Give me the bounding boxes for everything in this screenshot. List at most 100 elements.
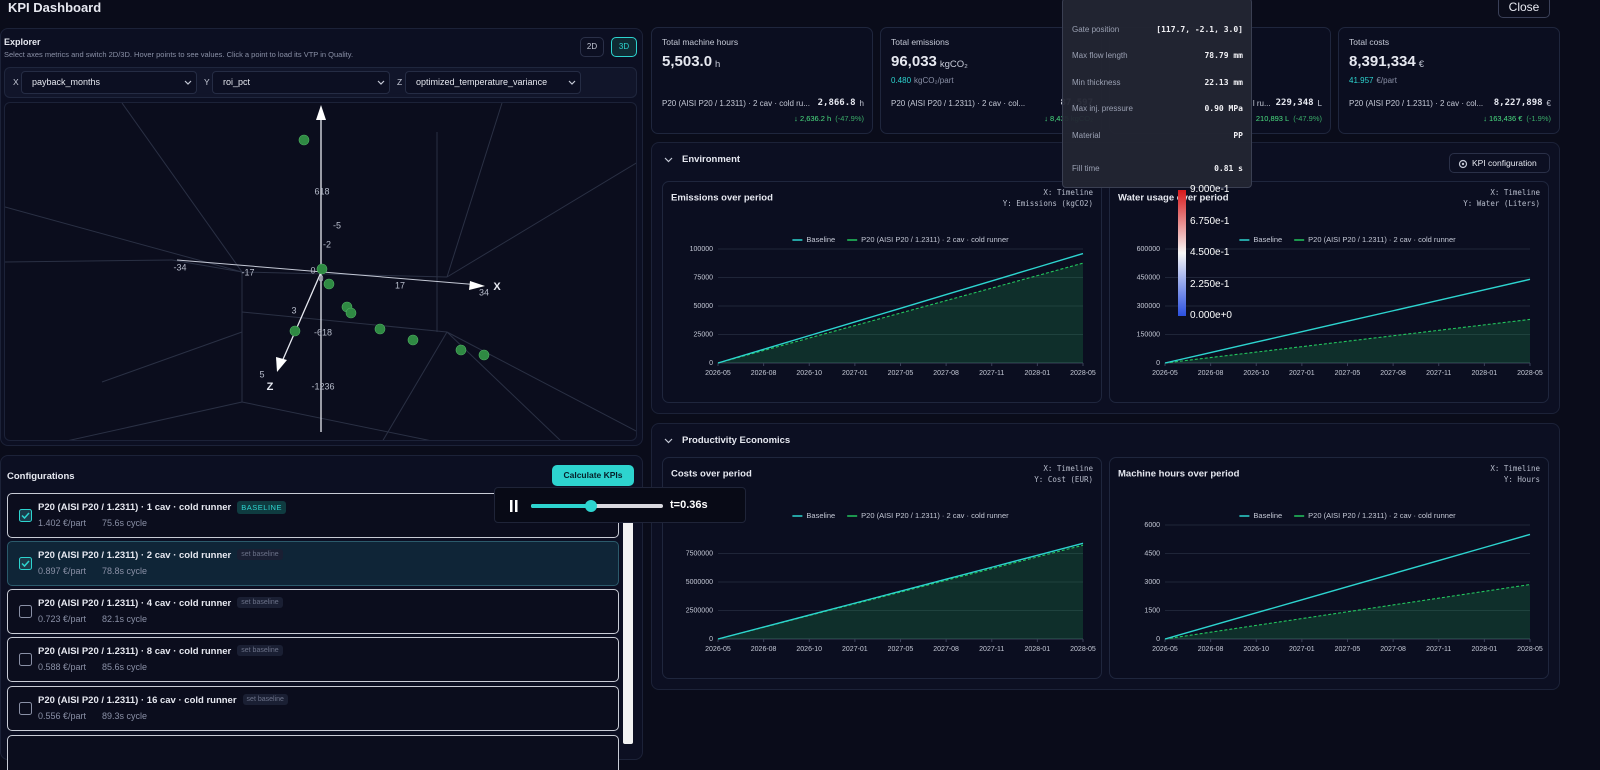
axis-select[interactable]: optimized_temperature_variance	[405, 71, 581, 94]
series-line	[1164, 533, 1531, 640]
config-item[interactable]: P20 (AISI P20 / 1.2311) · 8 cav · cold r…	[7, 637, 619, 682]
chart-x-note: X: Timeline	[1043, 464, 1093, 473]
data-point[interactable]	[298, 134, 310, 146]
playback-time: t=0.36s	[670, 499, 708, 511]
axis-select[interactable]: payback_months	[21, 71, 197, 94]
wireframe-line	[241, 311, 448, 333]
series-line	[1164, 583, 1531, 640]
x-tick-label: 2026-08	[751, 646, 777, 653]
pause-bar[interactable]	[510, 500, 513, 512]
x-tick-label: 2026-10	[796, 646, 822, 653]
explorer-panel: Explorer Select axes metrics and switch 2…	[0, 28, 643, 446]
checkbox-box[interactable]	[19, 557, 32, 570]
checkbox-box[interactable]	[19, 653, 32, 666]
page-title: KPI Dashboard	[8, 0, 102, 15]
legend: Baseline P20 (AISI P20 / 1.2311) · 2 cav …	[792, 235, 1009, 244]
wireframe-line	[280, 269, 323, 365]
mode-button[interactable]: 2D	[580, 37, 604, 57]
config-badge[interactable]: set baseline	[237, 645, 283, 656]
wireframe-line	[121, 103, 243, 273]
axis-tick-label: 3	[291, 305, 296, 315]
x-tick-label: 2026-10	[1243, 370, 1269, 377]
x-tick-label: 2028-01	[1025, 370, 1051, 377]
wireframe-line	[241, 271, 448, 278]
data-point[interactable]	[323, 278, 335, 290]
axis-select-value: optimized_temperature_variance	[416, 77, 548, 87]
config-badge[interactable]: set baseline	[242, 694, 288, 705]
kpi-card: Total machine hours 5,503.0 h h 2,866.8 P20 (…	[651, 27, 873, 134]
axis-label: X	[13, 77, 19, 87]
kpi-config-button[interactable]: KPI configuration	[1449, 153, 1550, 173]
config-price: 1.402 €/part	[38, 518, 87, 528]
kpi-delta-row: (-47.9%) 210,893 L	[1120, 114, 1322, 126]
y-tick-label: 6000	[1144, 522, 1160, 529]
data-point[interactable]	[407, 334, 419, 346]
y-tick-label: 25000	[694, 331, 714, 338]
config-item[interactable]: P20 (AISI P20 / 1.2311) · 16 cav · cold …	[7, 686, 619, 731]
x-tick-label: 2027-05	[888, 646, 914, 653]
config-badge[interactable]: set baseline	[237, 549, 283, 560]
config-item[interactable]: P20 (AISI P20 / 1.2311) · 2 cav · cold r…	[7, 541, 619, 586]
slider-thumb[interactable]	[585, 500, 597, 512]
checkbox-box[interactable]	[19, 509, 32, 522]
axis-select[interactable]: roi_pct	[212, 71, 390, 94]
data-point[interactable]	[478, 349, 490, 361]
hover-tooltip: Gate position [117.7, -2.1, 3.0] Max flow …	[1062, 0, 1252, 188]
y-tick-label: 50000	[694, 303, 714, 310]
explorer-hint: Select axes metrics and switch 2D/3D. Ho…	[4, 50, 354, 59]
x-tick-label: 2028-05	[1070, 370, 1096, 377]
tooltip-label: Max inj. pressure	[1072, 104, 1133, 113]
checkbox	[19, 605, 32, 618]
slider-fill	[531, 504, 591, 508]
section-title: Environment	[682, 154, 741, 165]
data-point[interactable]	[345, 307, 357, 319]
close-button[interactable]: Close	[1498, 0, 1550, 18]
kpi-card: Total costs 8,391,334 €41.957 €/part €8,227,…	[1338, 27, 1560, 134]
checkbox-box[interactable]	[19, 605, 32, 618]
series-line	[717, 542, 1084, 640]
data-point[interactable]	[455, 344, 467, 356]
kpi-delta-row: (-47.9%) ↓ 2,636.2 h	[662, 114, 864, 126]
data-point[interactable]	[374, 323, 386, 335]
pause-bar[interactable]	[515, 500, 518, 512]
mode-button[interactable]: 3D	[611, 37, 637, 57]
gear-icon	[1458, 159, 1468, 169]
x-tick-label: 2028-01	[1472, 370, 1498, 377]
config-item[interactable]: P20 (AISI P20 / 1.2311) · 4 cav · cold r…	[7, 589, 619, 634]
checkbox-box[interactable]	[19, 702, 32, 715]
chart: Water usage over period X: Timeline Y: Wat…	[1118, 188, 1543, 377]
tooltip-value: 0.90 MPa	[1204, 104, 1243, 113]
legend-label: Baseline	[1253, 511, 1282, 520]
axis-tick-label: 0	[310, 265, 315, 275]
chevron	[377, 80, 385, 85]
wireframe-line	[5, 259, 173, 263]
config-badge[interactable]: set baseline	[237, 597, 283, 608]
y-tick-label: 0	[709, 360, 713, 367]
wireframe-line	[5, 206, 243, 273]
chart-card: Water usage over period X: Timeline Y: Wat…	[1109, 181, 1549, 403]
wireframe-line	[176, 259, 481, 286]
wireframe-line	[446, 331, 636, 432]
kpi-unit: €	[1418, 59, 1425, 70]
series-area	[718, 263, 1083, 363]
axis-tick-label: -618	[314, 327, 332, 337]
x-tick-label: 2027-05	[888, 370, 914, 377]
data-point[interactable]	[289, 325, 301, 337]
data-point[interactable]	[316, 263, 328, 275]
chevron-line	[568, 80, 576, 85]
calculate-button[interactable]: Calculate KPIs	[552, 465, 634, 486]
pause-button	[510, 500, 518, 512]
kpi-delta: 210,893 L	[1255, 114, 1290, 123]
colorbar-label: 2.250e-1	[1190, 278, 1230, 290]
axis-arrow	[276, 357, 287, 372]
chart-card: Emissions over period X: Timeline Y: Emiss…	[662, 181, 1102, 403]
axis-tick-label: 34	[479, 287, 489, 297]
x-tick-label: 2026-08	[751, 370, 777, 377]
kpi-per-part: 0.480	[891, 76, 912, 85]
y-tick-label: 7500000	[686, 550, 713, 557]
kpi-per-part: 41.957	[1349, 76, 1374, 85]
axis-tick-label: -17	[241, 267, 254, 277]
kpi-unit: kgCO₂	[939, 59, 968, 70]
series-line	[1164, 318, 1531, 364]
tooltip-value: 22.13 mm	[1204, 78, 1243, 87]
